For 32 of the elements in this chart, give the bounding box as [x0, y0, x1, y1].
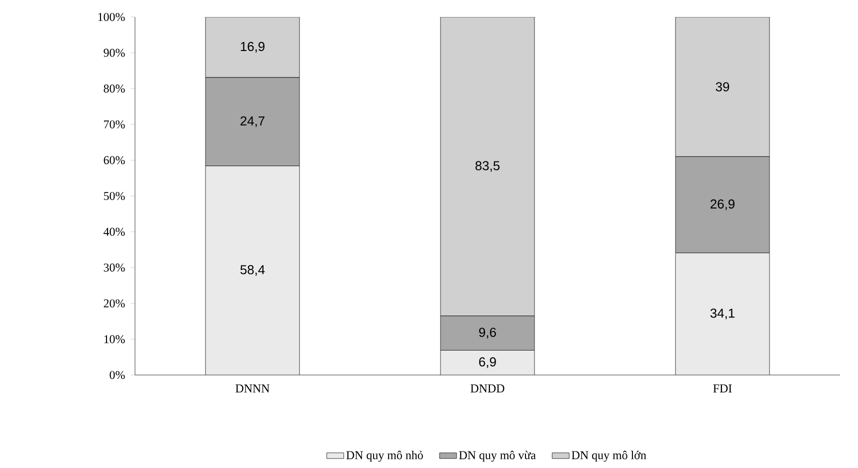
x-tick-label: DNNN [236, 384, 270, 392]
data-label: 39 [716, 82, 730, 92]
y-tick-label: 80% [104, 84, 125, 93]
bar [440, 350, 535, 375]
y-tick-label: 50% [104, 192, 125, 200]
data-label: 34,1 [710, 308, 734, 320]
y-tick-label: 90% [104, 48, 125, 57]
bar [205, 16, 300, 78]
legend-label: DN quy mô vừa [459, 450, 536, 462]
bar [675, 252, 770, 375]
data-label: 16,9 [240, 42, 264, 53]
data-label: 9,6 [479, 328, 496, 338]
y-tick-label: 20% [104, 299, 125, 308]
legend-label: DN quy mô lớn [572, 450, 646, 462]
y-tick-label: 40% [104, 228, 125, 236]
y-tick-label: 70% [104, 120, 125, 128]
y-tick-label: 30% [104, 264, 125, 272]
x-tick-label: FDI [713, 384, 732, 392]
bar [206, 166, 300, 375]
data-label: 83,5 [475, 161, 500, 172]
data-label: 6,9 [479, 357, 496, 368]
legend-label: DN quy mô nhỏ [346, 450, 423, 462]
bar [440, 16, 535, 316]
bar [675, 16, 770, 157]
data-label: 26,9 [710, 199, 734, 210]
y-tick-label: 10% [104, 335, 125, 344]
y-tick-label: 0% [110, 370, 125, 380]
x-tick-label: DNDD [470, 384, 504, 392]
data-label: 58,4 [240, 265, 265, 276]
y-tick-label: 60% [104, 156, 125, 164]
y-tick-label: 100% [98, 12, 125, 22]
data-label: 24,7 [240, 116, 264, 128]
